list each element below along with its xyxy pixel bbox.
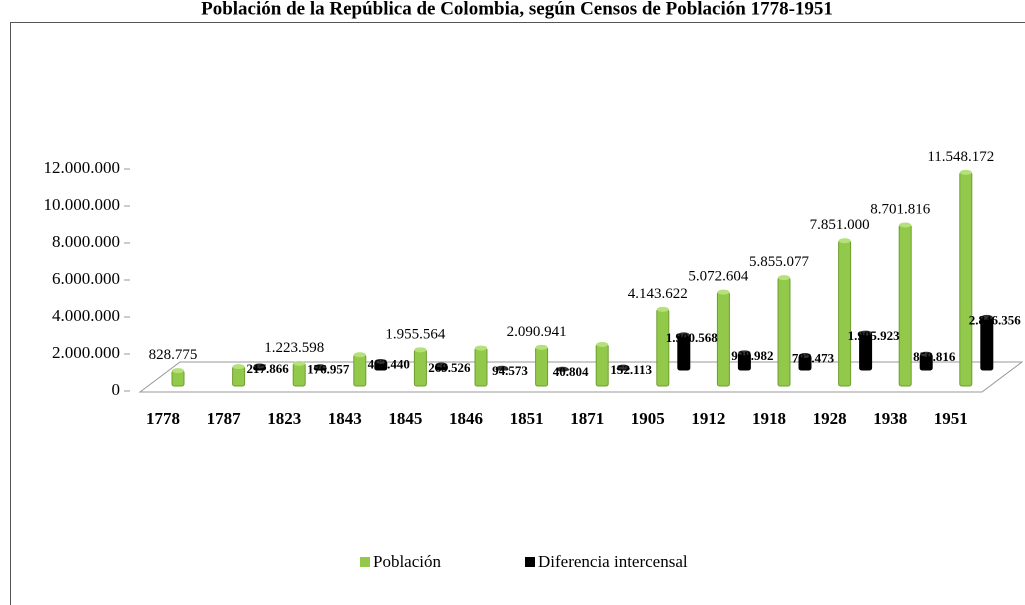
data-label: 782.473 xyxy=(792,351,835,366)
data-label: 269.526 xyxy=(428,360,471,375)
bar-cap xyxy=(475,345,487,351)
population-bar xyxy=(232,366,246,387)
x-tick-label: 1871 xyxy=(570,409,604,428)
bar-cap xyxy=(656,306,669,312)
bar-cap xyxy=(717,289,730,295)
data-label: 4.143.622 xyxy=(628,286,688,302)
bar-cap xyxy=(293,360,306,366)
population-bar xyxy=(959,171,973,387)
x-tick-label: 1951 xyxy=(934,409,968,428)
bar-cap xyxy=(920,351,933,357)
bar-cap xyxy=(738,350,751,356)
data-label: 2.090.941 xyxy=(507,324,567,340)
y-tick-label: 2.000.000 xyxy=(52,343,120,362)
y-tick-label: 0 xyxy=(112,380,121,399)
bar-cap xyxy=(617,364,630,370)
data-label: 5.855.077 xyxy=(749,254,810,270)
bar-cap xyxy=(899,222,912,228)
population-bar xyxy=(353,354,367,387)
x-tick-label: 1823 xyxy=(267,409,301,428)
bar-cap xyxy=(838,238,851,244)
data-label: 1.955.564 xyxy=(385,326,446,342)
data-label: 11.548.172 xyxy=(927,149,994,165)
legend-label: Población xyxy=(373,552,441,571)
legend-swatch xyxy=(525,557,535,567)
x-tick-label: 1928 xyxy=(813,409,847,428)
bar-cap xyxy=(232,364,245,370)
data-label: 462.440 xyxy=(368,356,410,371)
bar-cap xyxy=(959,169,972,175)
data-label: 1.223.598 xyxy=(264,340,324,356)
bar-cap xyxy=(435,362,448,368)
y-tick-label: 10.000.000 xyxy=(44,195,121,214)
chart-frame xyxy=(10,22,1025,605)
population-bar xyxy=(656,308,670,387)
x-tick-label: 1905 xyxy=(631,409,665,428)
data-label: 8.701.816 xyxy=(870,201,931,217)
x-tick-label: 1912 xyxy=(691,409,725,428)
bar-cap xyxy=(596,342,609,348)
data-label: 40.804 xyxy=(553,364,589,379)
population-bar xyxy=(413,349,427,387)
data-label: 850.816 xyxy=(913,349,956,364)
bar-cap xyxy=(374,358,387,364)
y-tick-label: 6.000.000 xyxy=(52,269,120,288)
bar-cap xyxy=(556,366,569,372)
bar-cap xyxy=(535,344,548,350)
population-bar xyxy=(716,291,730,387)
y-tick-label: 8.000.000 xyxy=(52,232,120,251)
data-label: 7.851.000 xyxy=(810,217,870,233)
data-label: 1.900.568 xyxy=(666,330,719,345)
bar-cap xyxy=(496,365,508,371)
data-label: 94.573 xyxy=(492,363,528,378)
data-label: 1.995.923 xyxy=(848,328,901,343)
chart-title: Población de la República de Colombia, s… xyxy=(201,0,833,19)
population-bar xyxy=(474,347,488,387)
data-label: 928.982 xyxy=(731,348,773,363)
x-tick-label: 1843 xyxy=(328,409,362,428)
bar-cap xyxy=(253,363,266,369)
population-bar xyxy=(898,224,912,387)
x-tick-label: 1846 xyxy=(449,409,483,428)
bar-cap xyxy=(314,364,327,370)
legend-label: Diferencia intercensal xyxy=(538,552,688,571)
x-tick-label: 1938 xyxy=(873,409,907,428)
bar-cap xyxy=(980,314,993,320)
bar-cap xyxy=(799,353,811,359)
population-bar xyxy=(838,240,852,387)
legend-swatch xyxy=(360,557,370,567)
x-tick-label: 1778 xyxy=(146,409,180,428)
bar-cap xyxy=(172,368,184,374)
population-bar xyxy=(777,277,791,387)
bar-cap xyxy=(414,347,427,353)
bar-cap xyxy=(778,275,790,281)
bar-cap xyxy=(859,330,872,336)
data-label: 152.113 xyxy=(610,362,652,377)
floor xyxy=(138,361,1024,393)
x-tick-label: 1851 xyxy=(510,409,544,428)
data-label: 828.775 xyxy=(149,347,198,363)
x-tick-label: 1845 xyxy=(388,409,422,428)
data-label: 176.957 xyxy=(307,362,350,377)
bar-cap xyxy=(353,352,366,358)
y-tick-label: 12.000.000 xyxy=(44,158,121,177)
population-bar xyxy=(595,344,609,387)
population-bar xyxy=(535,346,549,387)
population-bar xyxy=(292,362,306,387)
x-tick-label: 1787 xyxy=(207,409,242,428)
data-label: 217.866 xyxy=(246,361,289,376)
data-label: 2.846.356 xyxy=(969,312,1022,327)
data-label: 5.072.604 xyxy=(688,269,749,285)
x-tick-label: 1918 xyxy=(752,409,786,428)
bar-cap xyxy=(677,332,690,338)
y-tick-label: 4.000.000 xyxy=(52,306,120,325)
